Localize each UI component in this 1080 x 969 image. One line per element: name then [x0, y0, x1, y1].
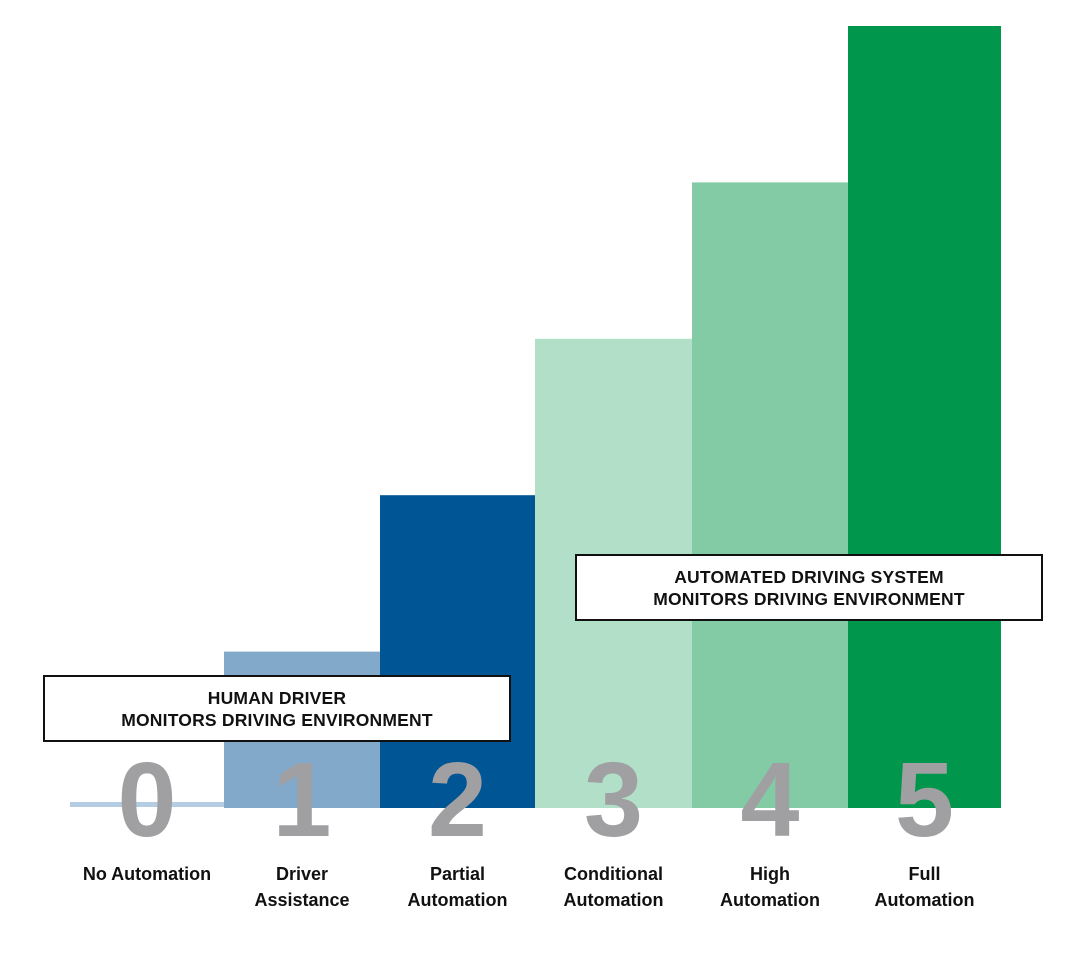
- level-digit: 4: [741, 741, 800, 859]
- level-label: Assistance: [254, 890, 349, 910]
- annotation-line: AUTOMATED DRIVING SYSTEM: [674, 566, 944, 587]
- level-label: Automation: [564, 890, 664, 910]
- bar-level-2: [380, 495, 535, 808]
- annotation-line: HUMAN DRIVER: [207, 687, 347, 708]
- level-digit: 1: [273, 741, 332, 859]
- bar-level-0: [70, 802, 224, 807]
- level-label: Automation: [875, 890, 975, 910]
- ads-annotation: AUTOMATED DRIVING SYSTEM MONITORS DRIVIN…: [575, 554, 1043, 621]
- level-digit: 3: [584, 741, 643, 859]
- bar-level-4: [692, 182, 848, 808]
- human-driver-annotation: HUMAN DRIVER MONITORS DRIVING ENVIRONMEN…: [43, 675, 511, 742]
- level-label: High: [750, 864, 790, 884]
- level-digit: 5: [895, 741, 954, 859]
- level-label: Driver: [276, 864, 328, 884]
- annotation-line: MONITORS DRIVING ENVIRONMENT: [653, 588, 965, 609]
- annotation-line: MONITORS DRIVING ENVIRONMENT: [121, 709, 433, 730]
- level-label: Partial: [430, 864, 485, 884]
- level-label: No Automation: [83, 864, 211, 884]
- level-label: Conditional: [564, 864, 663, 884]
- level-label: Automation: [720, 890, 820, 910]
- bar-level-5: [848, 26, 1001, 808]
- level-digit: 0: [118, 741, 177, 859]
- level-digit: 2: [428, 741, 487, 859]
- level-label: Automation: [408, 890, 508, 910]
- level-label: Full: [909, 864, 941, 884]
